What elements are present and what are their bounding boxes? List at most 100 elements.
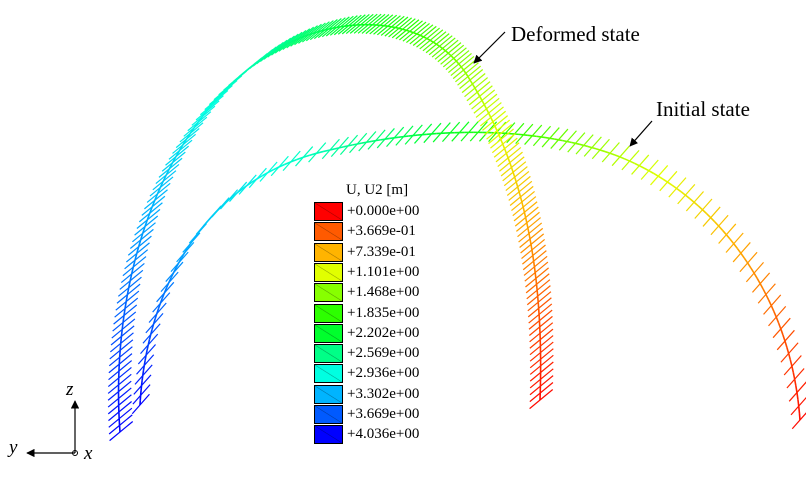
deformed-beam-cross-section [522,250,547,271]
initial-beam-cross-section [349,132,368,154]
legend-entry: +2.202e+00 [314,323,464,344]
initial-beam-segment [532,135,537,138]
initial-beam-segment [554,138,559,141]
initial-beam-segment [756,277,761,285]
initial-beam-segment [780,328,784,336]
deformed-beam-cross-section [108,360,133,381]
deformed-beam-segment [127,280,131,288]
deformed-beam-cross-section [144,189,168,210]
legend-swatch [314,242,343,262]
legend-value: +1.835e+00 [347,304,420,321]
initial-beam-cross-section [783,355,802,376]
deformed-beam-cross-section [529,354,554,375]
legend-entry: +3.302e+00 [314,384,464,405]
legend-title: U, U2 [m] [346,182,409,198]
deformed-beam-cross-section [425,33,450,54]
initial-beam-segment [599,149,606,153]
legend-swatch [314,303,343,323]
initial-beam-segment [773,311,777,318]
deformed-beam-cross-section [107,387,132,408]
deformed-beam-segment [130,266,135,275]
deformed-beam-segment [498,134,502,140]
initial-beam-segment [604,150,611,154]
deformed-beam-segment [524,217,528,223]
deformed-beam-segment [124,301,127,309]
deformed-beam-segment [500,139,504,145]
initial-beam-cross-section [137,344,156,365]
initial-beam-segment [540,136,546,139]
initial-beam-cross-section [791,412,806,430]
deformed-beam-segment [478,95,483,101]
initial-beam-cross-section [745,261,764,283]
deformed-beam-cross-section [437,42,462,63]
initial-state-arrow [629,120,653,147]
deformed-beam-cross-section [117,276,142,297]
deformed-beam-cross-section [120,262,145,284]
deformed-beam-cross-section [468,85,493,106]
deformed-beam-segment [505,152,509,159]
initial-beam-segment [767,299,773,306]
initial-beam-cross-section [376,128,395,149]
deformed-beam-cross-section [509,185,534,206]
deformed-beam-segment [513,176,517,183]
deformed-beam-segment [474,87,479,93]
initial-beam-segment [786,346,790,354]
deformed-beam-segment [120,329,123,337]
deformed-beam-cross-section [406,22,430,43]
initial-beam-cross-section [790,396,806,416]
initial-beam-segment [536,135,542,138]
initial-beam-cross-section [176,242,195,263]
deformed-beam-cross-section [391,18,416,39]
coordinate-triad [26,400,80,458]
deformed-beam-cross-section [402,21,427,42]
initial-beam-cross-section [270,155,289,177]
deformed-beam-cross-section [380,15,405,36]
deformed-beam-segment [529,238,532,245]
z-axis-label: z [66,379,74,400]
deformed-beam-cross-section [271,35,295,56]
deformed-beam-segment [455,60,460,65]
initial-beam-segment [697,205,704,211]
deformed-beam-cross-section [158,157,183,178]
deformed-beam-cross-section [282,29,307,51]
deformed-beam-segment [444,50,449,54]
initial-beam-segment [653,172,659,177]
initial-beam-cross-section [751,272,771,293]
initial-beam-segment [718,225,724,231]
initial-beam-cross-section [677,183,696,205]
legend-entry: +3.669e+00 [314,405,464,425]
initial-beam-cross-section [702,206,721,227]
initial-beam-segment [733,243,738,249]
deformed-beam-cross-section [172,133,196,154]
initial-beam-segment [736,247,742,254]
legend-entry: +1.101e+00 [314,262,464,283]
deformed-beam-cross-section [529,361,554,382]
deformed-beam-cross-section [471,89,496,110]
deformed-beam-cross-section [313,19,338,40]
deformed-beam-cross-section [477,102,502,123]
initial-beam-segment [729,238,735,245]
deformed-beam-cross-section [112,311,137,332]
deformed-beam-segment [453,57,457,62]
initial-beam-cross-section [631,154,650,175]
initial-beam-cross-section [321,138,340,160]
deformed-beam-cross-section [111,318,136,339]
initial-beam-cross-section [248,167,267,189]
deformed-beam-cross-section [286,28,311,49]
initial-beam-cross-section [506,122,525,144]
deformed-beam-cross-section [298,23,322,44]
deformed-beam-cross-section [466,81,491,102]
deformed-beam-cross-section [108,353,133,374]
deformed-beam-cross-section [384,16,409,37]
deformed-beam-segment [471,83,476,89]
initial-beam-segment [579,143,584,147]
deformed-beam-cross-section [442,47,467,68]
deformed-beam-cross-section [399,20,423,41]
initial-beam-cross-section [710,214,729,236]
initial-beam-segment [629,160,635,165]
initial-beam-cross-section [395,125,414,146]
deformed-beam-cross-section [109,421,134,442]
initial-beam-segment [775,316,780,324]
initial-beam-cross-section [725,232,744,253]
deformed-beam-segment [125,294,129,302]
